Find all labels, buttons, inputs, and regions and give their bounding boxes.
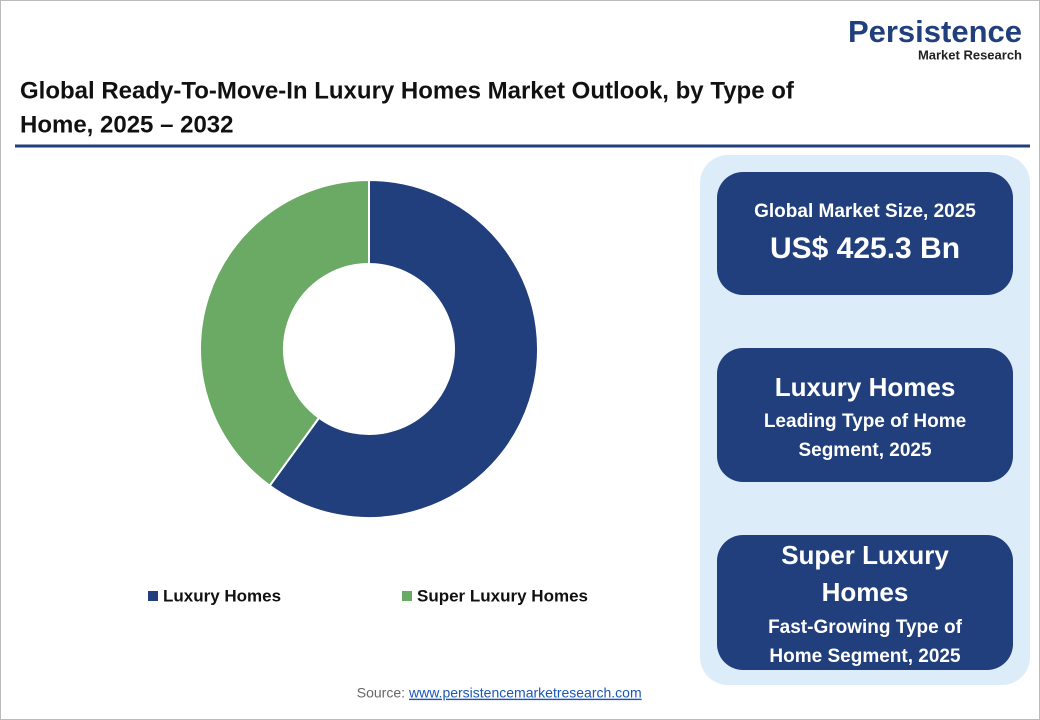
source-link[interactable]: www.persistencemarketresearch.com — [408, 685, 642, 701]
info-card — [717, 172, 1013, 295]
info-card — [717, 535, 1013, 670]
card-title: Super Luxury — [781, 540, 949, 570]
card-value: Home Segment, 2025 — [769, 646, 961, 667]
card-value: Leading Type of Home — [764, 411, 966, 432]
source-label: Source: — [357, 685, 405, 701]
card-value: US$ 425.3 Bn — [770, 232, 960, 265]
card-value: Fast-Growing Type of — [768, 617, 963, 638]
donut-segment — [268, 178, 539, 519]
card-title: Luxury Homes — [775, 372, 956, 402]
legend-swatch — [148, 591, 158, 601]
chart-title: Global Ready-To-Move-In Luxury Homes Mar… — [20, 77, 795, 104]
legend-swatch — [402, 591, 412, 601]
card-value: Segment, 2025 — [798, 440, 931, 461]
chart-title: Home, 2025 – 2032 — [20, 111, 233, 138]
logo-tagline: Market Research — [918, 47, 1022, 62]
card-title: Global Market Size, 2025 — [754, 201, 976, 222]
card-title: Homes — [822, 577, 909, 607]
legend-label: Luxury Homes — [163, 586, 281, 605]
info-card — [717, 348, 1013, 482]
legend-label: Super Luxury Homes — [417, 586, 588, 605]
logo-name: Persistence — [848, 14, 1022, 49]
donut-segment — [199, 178, 370, 488]
